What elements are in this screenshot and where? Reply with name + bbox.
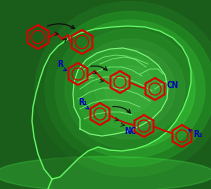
Ellipse shape bbox=[25, 0, 211, 184]
Text: NC: NC bbox=[124, 127, 136, 136]
Ellipse shape bbox=[0, 156, 211, 189]
Ellipse shape bbox=[45, 12, 211, 167]
Ellipse shape bbox=[35, 2, 211, 177]
Ellipse shape bbox=[75, 39, 185, 139]
Text: R₂: R₂ bbox=[193, 130, 202, 139]
Ellipse shape bbox=[85, 48, 175, 130]
Ellipse shape bbox=[95, 57, 165, 122]
Ellipse shape bbox=[105, 66, 155, 112]
Ellipse shape bbox=[65, 29, 195, 149]
Text: CN: CN bbox=[167, 81, 179, 90]
Text: R: R bbox=[57, 60, 63, 69]
Polygon shape bbox=[32, 26, 191, 179]
Polygon shape bbox=[73, 48, 168, 136]
Text: R₁: R₁ bbox=[78, 98, 87, 107]
Ellipse shape bbox=[55, 20, 205, 158]
